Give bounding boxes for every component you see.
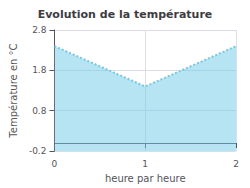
svg-text:0: 0	[52, 159, 58, 169]
svg-text:0.8: 0.8	[32, 106, 47, 116]
svg-text:heure par heure: heure par heure	[105, 173, 186, 184]
svg-text:2: 2	[233, 159, 239, 169]
svg-text:Température en °C: Température en °C	[8, 43, 19, 138]
svg-text:Evolution de la température: Evolution de la température	[38, 8, 213, 21]
svg-text:-0.2: -0.2	[29, 146, 47, 156]
svg-text:2.8: 2.8	[32, 25, 47, 35]
svg-text:1.8: 1.8	[32, 65, 47, 75]
svg-text:1: 1	[142, 159, 148, 169]
